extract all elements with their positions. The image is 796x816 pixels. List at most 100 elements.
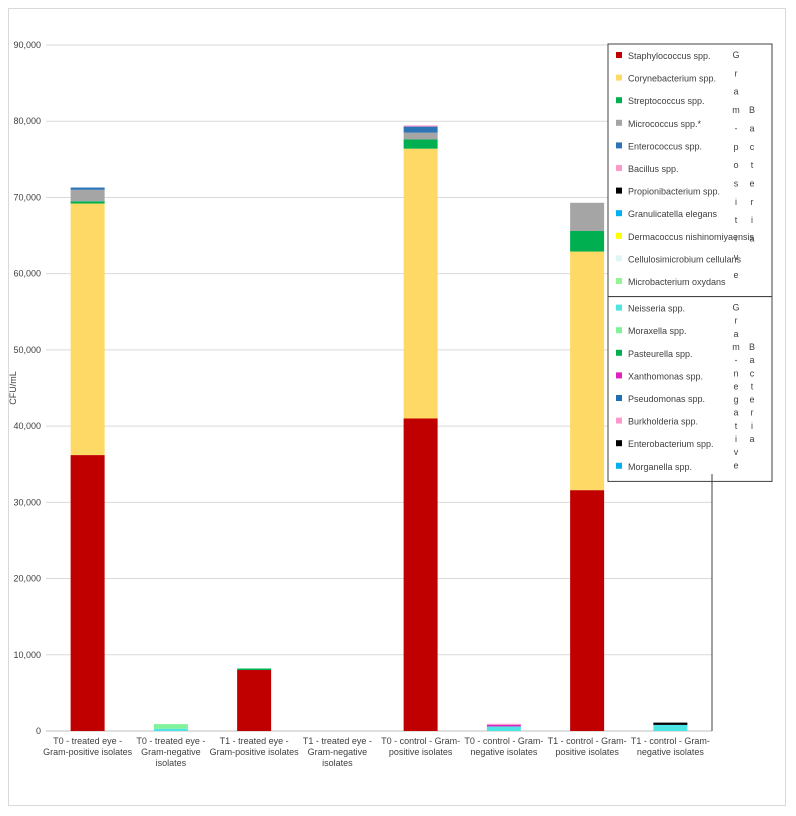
- bar-segment: [403, 125, 438, 127]
- x-tick-label: T0 - control - Gram-: [464, 736, 543, 746]
- x-tick-label: negative isolates: [470, 747, 538, 757]
- legend-swatch: [616, 255, 622, 262]
- x-tick-label: positive isolates: [555, 747, 619, 757]
- bar-segment: [70, 187, 105, 190]
- legend-side-letter: p: [733, 142, 738, 152]
- legend: Staphylococcus spp. Corynebacterium spp. S…: [607, 43, 773, 482]
- legend-swatch: [616, 119, 622, 126]
- legend-entry: Dermacoccus nishinomiyaensis: [628, 232, 755, 242]
- legend-swatch: [616, 417, 622, 424]
- bar-segment: [403, 139, 438, 149]
- x-tick-label: isolates: [322, 758, 353, 768]
- bar-segment: [70, 201, 105, 204]
- bar-segment: [153, 724, 188, 729]
- legend-entry: Staphylococcus spp.: [628, 51, 711, 61]
- x-tick-label: negative isolates: [637, 747, 705, 757]
- y-tick-label: 90,000: [13, 40, 41, 50]
- legend-swatch: [616, 462, 622, 469]
- x-tick-label: T0 - treated eye -: [53, 736, 122, 746]
- bar-segment: [403, 148, 438, 419]
- legend-side-letter: e: [733, 270, 738, 280]
- legend-entry: Bacillus spp.: [628, 164, 679, 174]
- x-tick-label: T1 - treated eye -: [303, 736, 372, 746]
- legend-side-letter: e: [733, 460, 738, 470]
- legend-side-letter: c: [750, 368, 755, 378]
- legend-swatch: [616, 327, 622, 334]
- bar-segment: [570, 251, 605, 491]
- legend-side-letter: e: [749, 395, 754, 405]
- legend-side-letter: c: [750, 142, 755, 152]
- legend-entry: Micrococcus spp.*: [628, 119, 702, 129]
- y-tick-label: 0: [36, 726, 41, 736]
- legend-swatch: [616, 349, 622, 356]
- legend-side-letter: e: [733, 381, 738, 391]
- bars: [70, 125, 688, 731]
- legend-side-letter: a: [733, 408, 738, 418]
- legend-swatch: [616, 74, 622, 81]
- bar-segment: [70, 455, 105, 731]
- legend-swatch: [616, 440, 622, 447]
- legend-side-letter: t: [751, 381, 754, 391]
- bar-segment: [486, 726, 521, 731]
- bar-segment: [653, 722, 688, 725]
- y-tick-label: 70,000: [13, 192, 41, 202]
- legend-side-letter: e: [749, 178, 754, 188]
- legend-swatch: [616, 232, 622, 239]
- legend-side-letter: G: [732, 303, 739, 313]
- legend-entry: Granulicatella elegans: [628, 209, 718, 219]
- legend-entry: Morganella spp.: [628, 462, 692, 472]
- legend-swatch: [616, 142, 622, 149]
- bar-segment: [237, 668, 272, 671]
- bar-segment: [653, 724, 688, 731]
- legend-side-letter: -: [735, 355, 738, 365]
- legend-swatch: [616, 165, 622, 171]
- bar-segment: [486, 723, 521, 725]
- legend-side-letter: -: [735, 123, 738, 133]
- y-tick-label: 50,000: [13, 345, 41, 355]
- bar-segment: [403, 126, 438, 133]
- legend-side-letter: i: [751, 215, 753, 225]
- x-tick-label: T0 - treated eye -: [136, 736, 205, 746]
- legend-swatch: [616, 187, 622, 194]
- legend-side-letter: v: [734, 447, 739, 457]
- legend-side-letter: i: [735, 434, 737, 444]
- bar-segment: [570, 202, 605, 231]
- legend-swatch: [616, 304, 622, 311]
- legend-entry: Pasteurella spp.: [628, 349, 693, 359]
- legend-entry: Streptococcus spp.: [628, 96, 705, 106]
- legend-side-letter: i: [735, 197, 737, 207]
- legend-side-letter: B: [749, 105, 755, 115]
- legend-entry: Xanthomonas spp.: [628, 371, 703, 381]
- bar-segment: [570, 490, 605, 731]
- legend-swatch: [616, 97, 622, 104]
- legend-entry: Enterobacterium spp.: [628, 439, 714, 449]
- bar-segment: [153, 728, 188, 731]
- x-tick-label: T1 - control - Gram-: [631, 736, 710, 746]
- legend-entry: Burkholderia spp.: [628, 417, 698, 427]
- legend-side-letter: s: [734, 178, 739, 188]
- x-tick-label: T1 - control - Gram-: [548, 736, 627, 746]
- legend-entry: Pseudomonas spp.: [628, 394, 705, 404]
- legend-side-letter: G: [732, 50, 739, 60]
- bar-segment: [70, 203, 105, 456]
- y-tick-label: 40,000: [13, 421, 41, 431]
- x-tick-label: T0 - control - Gram-: [381, 736, 460, 746]
- y-tick-label: 80,000: [13, 116, 41, 126]
- legend-entry: Microbacterium oxydans: [628, 277, 726, 287]
- legend-side-letter: a: [749, 355, 754, 365]
- legend-side-letter: r: [735, 68, 738, 78]
- bar-segment: [237, 670, 272, 731]
- x-tick-label: positive isolates: [389, 747, 453, 757]
- legend-side-letter: B: [749, 342, 755, 352]
- legend-swatch: [616, 395, 622, 401]
- legend-side-letter: a: [749, 234, 754, 244]
- x-tick-label: Gram-positive isolates: [43, 747, 133, 757]
- legend-entry: Corynebacterium spp.: [628, 74, 716, 84]
- x-tick-label: T1 - treated eye -: [220, 736, 289, 746]
- legend-side-letter: m: [732, 105, 740, 115]
- legend-side-letter: a: [733, 329, 738, 339]
- legend-side-letter: m: [732, 342, 740, 352]
- legend-box: [607, 43, 773, 298]
- legend-side-letter: r: [751, 197, 754, 207]
